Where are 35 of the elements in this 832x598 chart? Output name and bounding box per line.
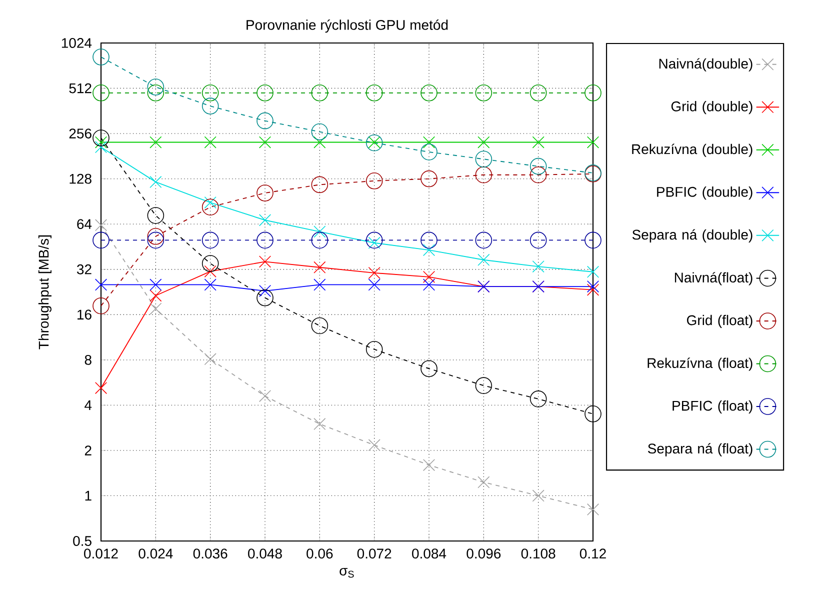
legend-label: PBFIC (float)	[672, 400, 752, 414]
x-tick-label: 0.072	[357, 548, 392, 559]
legend-label: Naivná(float)	[674, 272, 752, 286]
y-tick-label: 64	[77, 219, 92, 230]
x-tick-label: 0.012	[84, 548, 118, 559]
y-axis-title: Throughput [MB/s]	[38, 235, 52, 350]
legend-label: Rekuzívna (float)	[648, 358, 752, 371]
legend-label: Grid (double)	[671, 101, 752, 114]
x-axis-title: σ$_{S}$	[340, 568, 354, 578]
y-tick-label: 0.5	[73, 536, 92, 546]
y-tick-label: 4	[84, 400, 92, 410]
y-tick-label: 512	[69, 83, 92, 94]
y-tick-label: 1	[85, 490, 92, 501]
x-tick-label: 0.024	[138, 548, 173, 559]
x-tick-label: 0.084	[412, 548, 446, 559]
chart-title: Porovnanie rýchlosti GPU metód	[246, 19, 448, 33]
x-tick-label: 0.048	[248, 548, 282, 559]
y-tick-label: 2	[84, 446, 92, 456]
legend-label: Grid (float)	[687, 314, 752, 328]
x-tick-label: 0.108	[521, 548, 556, 559]
y-tick-label: 256	[69, 128, 92, 138]
legend-label: PBFIC (double)	[657, 186, 752, 200]
x-tick-label: 0.096	[466, 548, 501, 559]
y-tick-label: 16	[78, 310, 92, 320]
legend-label: Naivná(double)	[659, 58, 752, 72]
y-tick-label: 8	[84, 354, 92, 365]
y-tick-label: 128	[70, 174, 92, 184]
x-tick-label: 0.036	[193, 548, 228, 559]
y-tick-label: 32	[76, 264, 92, 274]
x-tick-label: 0.06	[306, 548, 333, 559]
y-tick-label: 1024	[62, 38, 92, 48]
legend-label: Separa ná (double)	[632, 229, 752, 242]
legend-label: Rekuzívna (double)	[632, 144, 752, 157]
x-tick-label: 0.12	[580, 548, 606, 559]
legend-label: Separa ná (float)	[648, 443, 752, 456]
